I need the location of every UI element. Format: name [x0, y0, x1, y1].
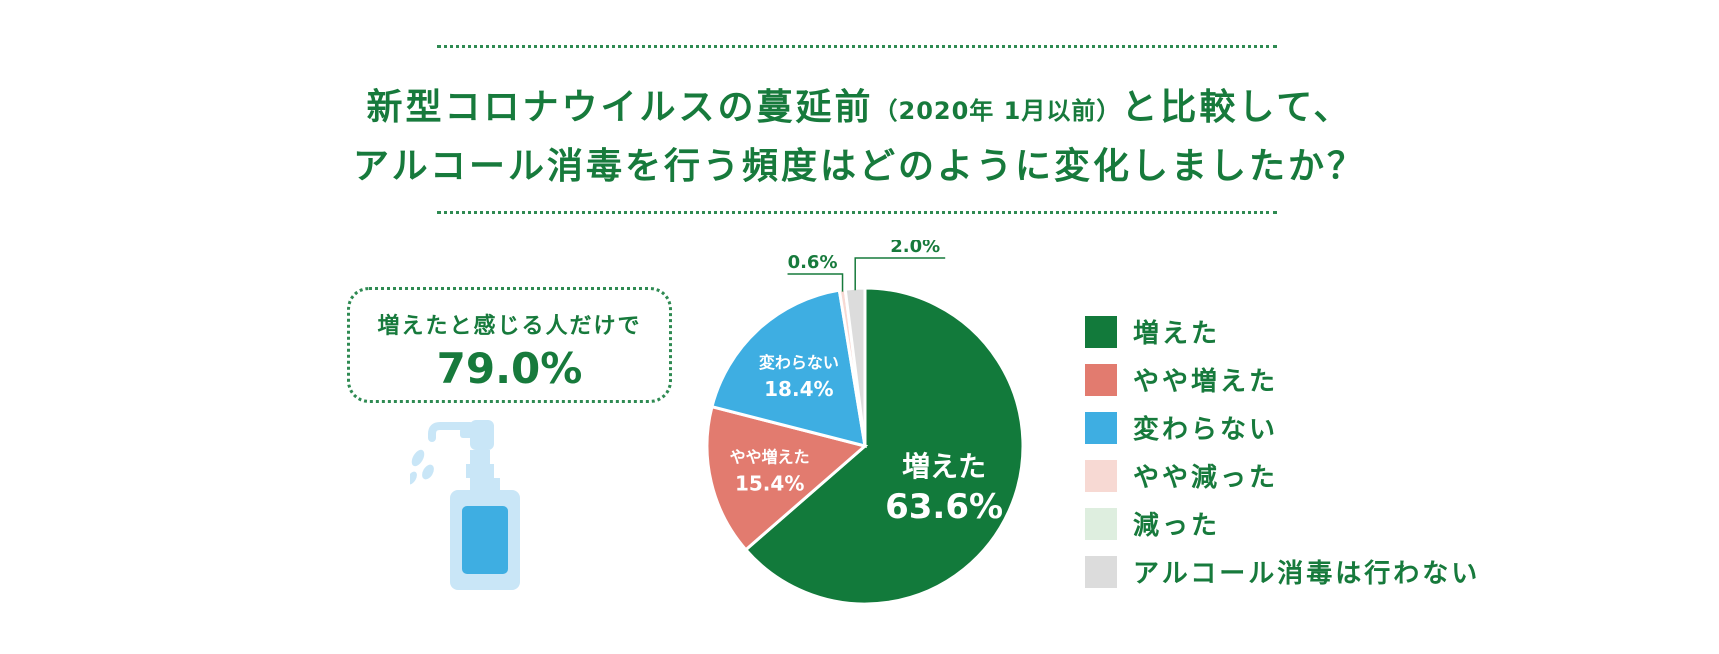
legend-swatch-5	[1085, 555, 1117, 588]
pie-chart: 増えた 63.6% やや増えた 15.4% 変わらない 18.4% 0.6% 2.0%	[705, 240, 1025, 606]
top-dotted-divider	[437, 45, 1277, 48]
legend-item-4: 減った	[1085, 507, 1480, 541]
slice-value-2: 18.4%	[764, 377, 833, 401]
legend-swatch-2	[1085, 411, 1117, 444]
legend-item-0: 増えた	[1085, 315, 1480, 349]
slice-value-1: 15.4%	[735, 472, 804, 496]
slice-value-3: 0.6%	[788, 252, 838, 273]
callout-text: 増えたと感じる人だけで	[377, 314, 642, 339]
pie-slice-1	[705, 404, 869, 552]
summary-callout: 増えたと感じる人だけで 79.0%	[347, 287, 672, 403]
slice-label-2: 変わらない	[759, 353, 839, 372]
legend-label-2: 変わらない	[1133, 415, 1279, 445]
pie-slice-2	[710, 288, 867, 449]
chart-title-line-2: アルコール消毒を行う頻度はどのように変化しましたか？	[353, 146, 1366, 187]
sanitizer-bottle-icon	[410, 420, 520, 590]
leader-line-5	[854, 257, 946, 291]
legend-label-3: やや減った	[1133, 463, 1279, 493]
leader-line-3	[787, 273, 844, 292]
callout-value: 79.0%	[436, 344, 583, 393]
chart-legend: 増えたやや増えた変わらないやや減った減ったアルコール消毒は行わない	[1085, 315, 1480, 603]
legend-swatch-1	[1085, 363, 1117, 396]
legend-item-1: やや増えた	[1085, 363, 1480, 397]
legend-label-1: やや増えた	[1133, 367, 1279, 397]
legend-label-4: 減った	[1133, 511, 1221, 541]
slice-label-1: やや増えた	[730, 448, 810, 467]
legend-item-2: 変わらない	[1085, 411, 1480, 445]
legend-swatch-3	[1085, 459, 1117, 492]
slice-label-0: 増えた	[902, 450, 986, 483]
legend-swatch-4	[1085, 507, 1117, 540]
legend-item-3: やや減った	[1085, 459, 1480, 493]
legend-item-5: アルコール消毒は行わない	[1085, 555, 1481, 589]
pie-slice-0	[743, 286, 1025, 606]
chart-title-line-1: 新型コロナウイルスの蔓延前（2020年 1月以前）と比較して、	[366, 87, 1353, 128]
slice-value-5: 2.0%	[890, 240, 940, 257]
bottom-dotted-divider	[437, 211, 1277, 214]
slice-value-0: 63.6%	[885, 487, 1003, 527]
legend-swatch-0	[1085, 315, 1117, 348]
legend-label-0: 増えた	[1133, 319, 1221, 349]
title-period-note: （2020年 1月以前）	[873, 97, 1122, 125]
legend-label-5: アルコール消毒は行わない	[1133, 559, 1481, 589]
